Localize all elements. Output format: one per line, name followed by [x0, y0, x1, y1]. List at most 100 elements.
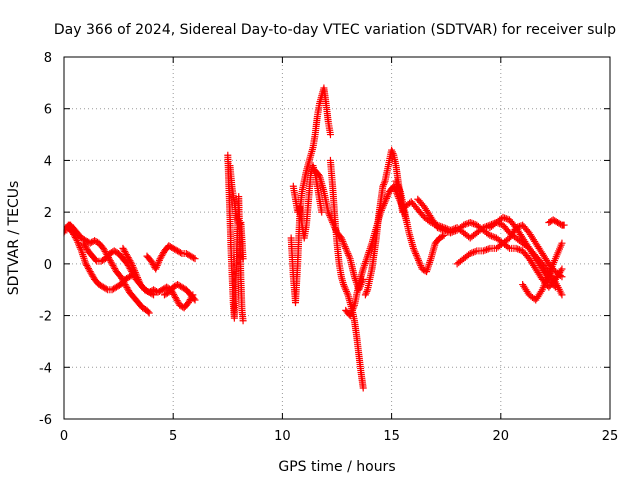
data-point: [481, 246, 489, 254]
data-point: [341, 243, 349, 251]
data-point: [347, 310, 355, 318]
data-point: [395, 184, 403, 192]
data-point: [550, 282, 558, 290]
data-point: [411, 248, 419, 256]
data-point: [383, 193, 391, 201]
x-axis-label: GPS time / hours: [278, 459, 395, 475]
plot-frame: [63, 56, 611, 420]
data-point: [551, 283, 559, 291]
data-point: [396, 186, 404, 194]
data-point: [344, 250, 352, 258]
data-point: [314, 171, 322, 179]
data-point: [363, 287, 371, 295]
data-point: [483, 246, 491, 254]
data-point: [190, 254, 198, 262]
data-point: [326, 131, 334, 139]
data-point: [435, 224, 443, 232]
x-tick-label: 10: [274, 429, 291, 444]
data-point: [479, 247, 487, 255]
data-point: [342, 246, 350, 254]
data-point: [447, 229, 455, 237]
series-sat-f: [160, 281, 199, 304]
data-point: [415, 258, 423, 266]
x-tick-label: 25: [602, 429, 619, 444]
data-point: [437, 225, 445, 233]
data-point: [191, 255, 199, 263]
data-point: [448, 228, 456, 236]
data-point: [348, 306, 356, 314]
data-point: [153, 262, 161, 270]
data-point: [345, 253, 353, 261]
data-point: [466, 250, 474, 258]
y-tick-label: -6: [39, 413, 52, 428]
data-point: [318, 208, 326, 216]
data-point: [73, 237, 81, 245]
ticks: [63, 56, 611, 420]
data-point: [388, 146, 396, 154]
data-point: [558, 265, 566, 273]
data-point: [470, 220, 477, 228]
data-point: [134, 275, 142, 283]
data-point: [409, 244, 417, 252]
data-point: [324, 208, 332, 216]
data-point: [466, 218, 474, 226]
data-point: [460, 221, 468, 229]
data-point: [415, 256, 423, 264]
data-point: [380, 181, 388, 189]
data-point: [77, 245, 85, 253]
data-point: [412, 251, 420, 259]
series-sat-h: [226, 162, 247, 263]
data-point: [75, 240, 83, 248]
data-point: [343, 248, 351, 256]
x-tick-label: 0: [60, 429, 68, 444]
y-tick-label: -4: [39, 361, 52, 376]
y-tick-label: 4: [44, 154, 52, 169]
data-point: [488, 232, 496, 240]
data-point: [342, 287, 350, 295]
tick-labels: 0 5 10 15 20 25 -6 -4 -2 0 2 4 6 8: [39, 51, 618, 444]
data-point: [361, 291, 369, 299]
data-point: [393, 179, 401, 187]
series-sat-e: [143, 242, 199, 273]
data-point: [155, 258, 163, 266]
data-point: [362, 289, 370, 297]
y-tick-label: 0: [44, 258, 52, 273]
data-point: [517, 222, 525, 230]
data-point: [438, 226, 446, 234]
data-point: [359, 384, 367, 392]
data-point: [128, 262, 136, 270]
data-point: [410, 246, 418, 254]
data-point: [489, 233, 497, 241]
series-sat-n: [361, 146, 407, 299]
data-point: [433, 224, 441, 232]
data-point: [412, 250, 420, 258]
data-point: [132, 270, 140, 278]
data-point: [537, 287, 545, 295]
data-point: [154, 260, 162, 268]
data-point: [558, 239, 566, 247]
data-point: [152, 265, 160, 273]
data-point: [144, 308, 152, 316]
y-tick-label: 2: [44, 206, 52, 221]
data-point: [135, 277, 143, 285]
data-point: [236, 220, 244, 228]
data-point: [560, 221, 568, 229]
x-tick-label: 20: [493, 429, 510, 444]
data-point: [380, 179, 388, 187]
data-point: [486, 231, 494, 239]
data-point: [499, 213, 507, 221]
data-point: [340, 241, 348, 249]
y-tick-label: 8: [44, 51, 52, 66]
data-point: [152, 263, 160, 271]
y-tick-label: -2: [39, 310, 52, 325]
series-sat-t: [545, 216, 568, 229]
data-point: [348, 308, 356, 316]
data-point: [128, 260, 136, 268]
data-point: [343, 289, 351, 297]
data-point: [341, 284, 349, 292]
data-point: [392, 177, 400, 185]
data-point: [133, 272, 141, 280]
data-point: [512, 244, 520, 252]
data-point: [556, 271, 564, 279]
